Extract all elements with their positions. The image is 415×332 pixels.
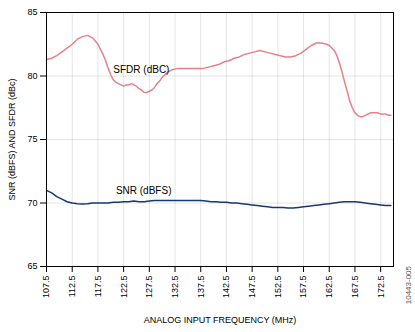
svg-text:SNR (dBFS): SNR (dBFS) xyxy=(116,185,172,196)
svg-text:127.5: 127.5 xyxy=(144,276,154,299)
svg-text:65: 65 xyxy=(27,261,37,271)
svg-text:167.5: 167.5 xyxy=(350,276,360,299)
svg-text:85: 85 xyxy=(27,7,37,17)
svg-text:75: 75 xyxy=(27,134,37,144)
svg-text:117.5: 117.5 xyxy=(93,276,103,298)
html-text:10443-005: 10443-005 xyxy=(404,265,413,304)
svg-text:132.5: 132.5 xyxy=(170,276,180,299)
svg-text:157.5: 157.5 xyxy=(298,276,308,299)
svg-text:107.5: 107.5 xyxy=(41,276,51,299)
svg-text:137.5: 137.5 xyxy=(196,276,206,299)
svg-text:122.5: 122.5 xyxy=(118,276,128,299)
svg-text:112.5: 112.5 xyxy=(67,276,77,298)
svg-text:80: 80 xyxy=(27,71,37,81)
svg-text:SNR (dBFS) AND SFDR (dBc): SNR (dBFS) AND SFDR (dBc) xyxy=(7,78,17,200)
svg-text:162.5: 162.5 xyxy=(324,276,334,299)
svg-text:ANALOG INPUT FREQUENCY (MHz): ANALOG INPUT FREQUENCY (MHz) xyxy=(144,315,297,325)
svg-text:152.5: 152.5 xyxy=(273,276,283,299)
svg-text:70: 70 xyxy=(27,198,37,208)
svg-text:147.5: 147.5 xyxy=(247,276,257,299)
svg-text:142.5: 142.5 xyxy=(221,276,231,299)
svg-text:SFDR (dBC): SFDR (dBC) xyxy=(113,64,169,75)
svg-text:172.5: 172.5 xyxy=(376,276,386,299)
